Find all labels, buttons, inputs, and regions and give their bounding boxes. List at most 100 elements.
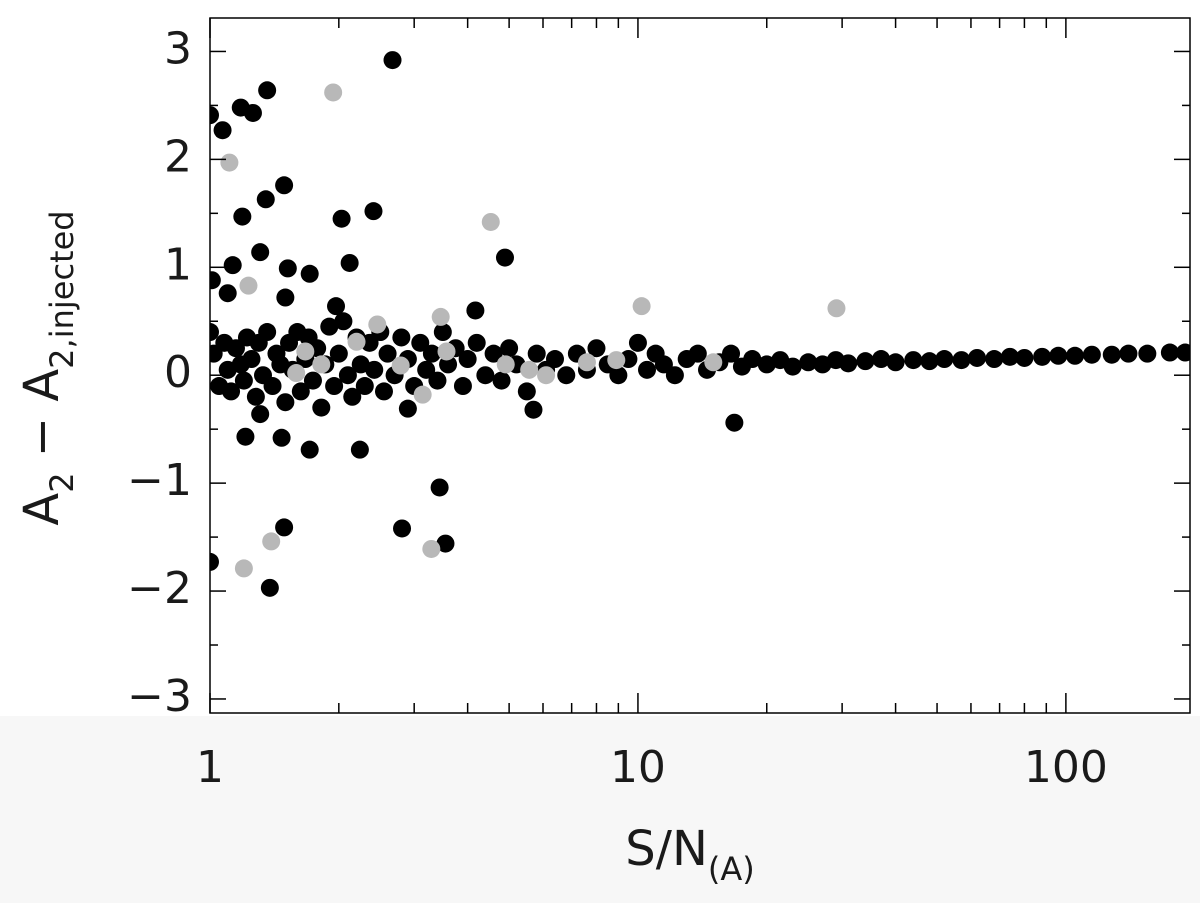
point — [481, 212, 500, 231]
point — [223, 256, 242, 275]
point — [260, 578, 279, 597]
point — [312, 355, 331, 374]
y-tick-label: 1 — [164, 239, 192, 290]
point — [391, 356, 410, 375]
plot-frame — [209, 17, 1191, 714]
point — [332, 209, 351, 228]
point — [428, 371, 447, 390]
point — [338, 366, 357, 385]
label-part: A — [14, 493, 70, 526]
point — [433, 323, 452, 342]
point — [607, 351, 626, 370]
point — [272, 428, 291, 447]
point — [537, 366, 556, 385]
point — [334, 312, 353, 331]
point — [872, 350, 891, 369]
point — [364, 202, 383, 221]
point — [968, 348, 987, 367]
point — [329, 344, 348, 363]
point — [325, 377, 344, 396]
point — [920, 352, 939, 371]
point — [1176, 343, 1190, 362]
point — [262, 532, 281, 551]
point — [517, 382, 536, 401]
point — [654, 355, 673, 374]
point — [374, 382, 393, 401]
point — [343, 387, 362, 406]
point — [688, 344, 707, 363]
point — [704, 353, 723, 372]
point — [500, 339, 519, 358]
subscript: 2,injected — [43, 210, 81, 368]
point — [210, 271, 221, 290]
point — [722, 344, 741, 363]
point — [233, 207, 252, 226]
point — [952, 351, 971, 370]
x-tick-label: 100 — [1024, 742, 1108, 793]
label-part: A — [14, 369, 70, 402]
point — [725, 413, 744, 432]
point — [258, 323, 277, 342]
point — [355, 377, 374, 396]
point — [236, 427, 255, 446]
point — [256, 190, 275, 209]
y-tick-label: −3 — [127, 671, 192, 722]
point — [1082, 345, 1101, 364]
point — [856, 352, 875, 371]
point — [398, 399, 417, 418]
point — [303, 371, 322, 390]
point — [665, 366, 684, 385]
point — [783, 357, 802, 376]
point — [1000, 347, 1019, 366]
point — [632, 297, 651, 316]
point — [242, 350, 261, 369]
point — [251, 405, 270, 424]
y-tick-label: 2 — [164, 131, 192, 182]
point — [1049, 346, 1068, 365]
point — [222, 382, 241, 401]
point — [520, 360, 539, 379]
point — [296, 342, 315, 361]
point — [276, 288, 295, 307]
point — [246, 387, 265, 406]
point — [638, 360, 657, 379]
x-tick-label: 1 — [196, 742, 224, 793]
point — [340, 253, 359, 272]
point — [437, 342, 456, 361]
point — [886, 353, 905, 372]
point — [743, 350, 762, 369]
point — [417, 360, 436, 379]
point — [577, 353, 596, 372]
point — [320, 317, 339, 336]
x-tick-label: 10 — [610, 742, 666, 793]
point — [278, 259, 297, 278]
point — [1033, 347, 1052, 366]
point — [234, 371, 253, 390]
point — [609, 366, 628, 385]
point — [1102, 345, 1121, 364]
point — [275, 518, 294, 537]
point — [495, 248, 514, 267]
point — [496, 355, 515, 374]
point — [243, 103, 262, 122]
point — [1119, 344, 1138, 363]
point — [628, 333, 647, 352]
point — [263, 377, 282, 396]
point — [258, 81, 277, 100]
point — [287, 364, 306, 383]
label-part: S/N — [625, 821, 708, 877]
point — [351, 355, 370, 374]
point — [300, 264, 319, 283]
point — [1065, 346, 1084, 365]
point — [453, 377, 472, 396]
point — [799, 353, 818, 372]
point — [226, 339, 245, 358]
point — [839, 354, 858, 373]
point — [276, 393, 295, 412]
y-tick-label: −2 — [127, 563, 192, 614]
y-tick-label: 3 — [164, 23, 192, 74]
point — [378, 344, 397, 363]
point — [467, 333, 486, 352]
